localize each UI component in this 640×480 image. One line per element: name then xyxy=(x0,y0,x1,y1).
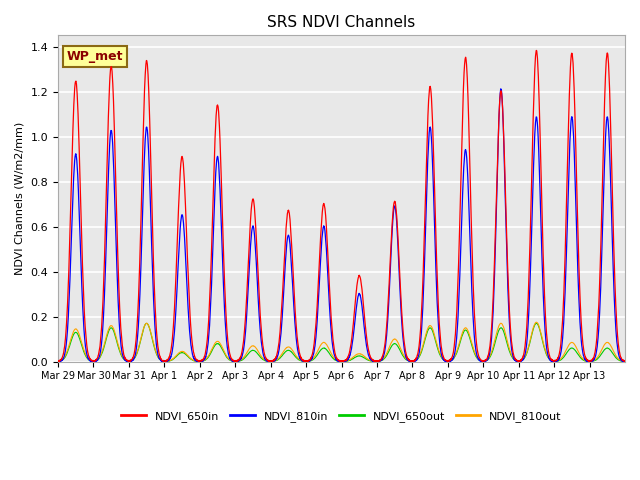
Text: WP_met: WP_met xyxy=(67,50,123,63)
Title: SRS NDVI Channels: SRS NDVI Channels xyxy=(268,15,415,30)
Legend: NDVI_650in, NDVI_810in, NDVI_650out, NDVI_810out: NDVI_650in, NDVI_810in, NDVI_650out, NDV… xyxy=(117,407,566,426)
Y-axis label: NDVI Channels (W/m2/mm): NDVI Channels (W/m2/mm) xyxy=(15,122,25,275)
